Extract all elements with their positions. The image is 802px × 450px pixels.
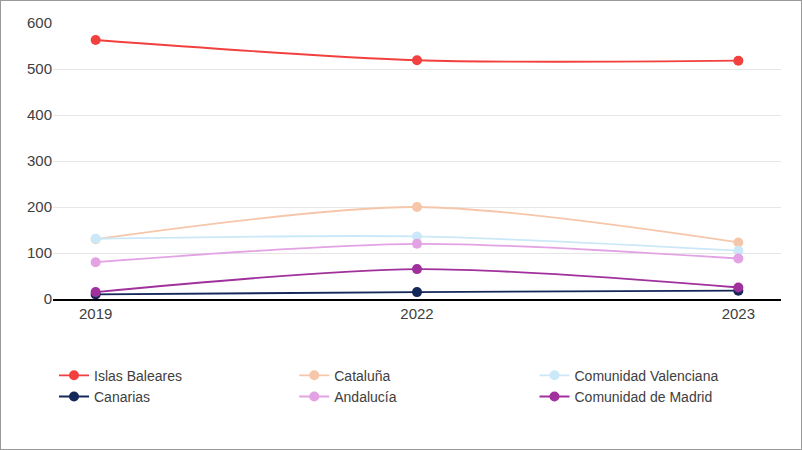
svg-text:300: 300 (27, 152, 52, 169)
svg-text:600: 600 (27, 14, 52, 31)
svg-text:2019: 2019 (79, 305, 112, 322)
svg-text:400: 400 (27, 106, 52, 123)
svg-text:Comunidad de Madrid: Comunidad de Madrid (574, 389, 712, 405)
svg-text:Canarias: Canarias (94, 389, 150, 405)
svg-text:500: 500 (27, 60, 52, 77)
svg-text:2023: 2023 (722, 305, 755, 322)
svg-text:Andalucía: Andalucía (334, 389, 396, 405)
svg-text:Islas Baleares: Islas Baleares (94, 368, 182, 384)
svg-text:100: 100 (27, 244, 52, 261)
svg-text:0: 0 (44, 290, 52, 307)
svg-text:200: 200 (27, 198, 52, 215)
svg-text:Cataluña: Cataluña (334, 368, 390, 384)
svg-text:Comunidad Valenciana: Comunidad Valenciana (574, 368, 718, 384)
svg-text:2022: 2022 (400, 305, 433, 322)
